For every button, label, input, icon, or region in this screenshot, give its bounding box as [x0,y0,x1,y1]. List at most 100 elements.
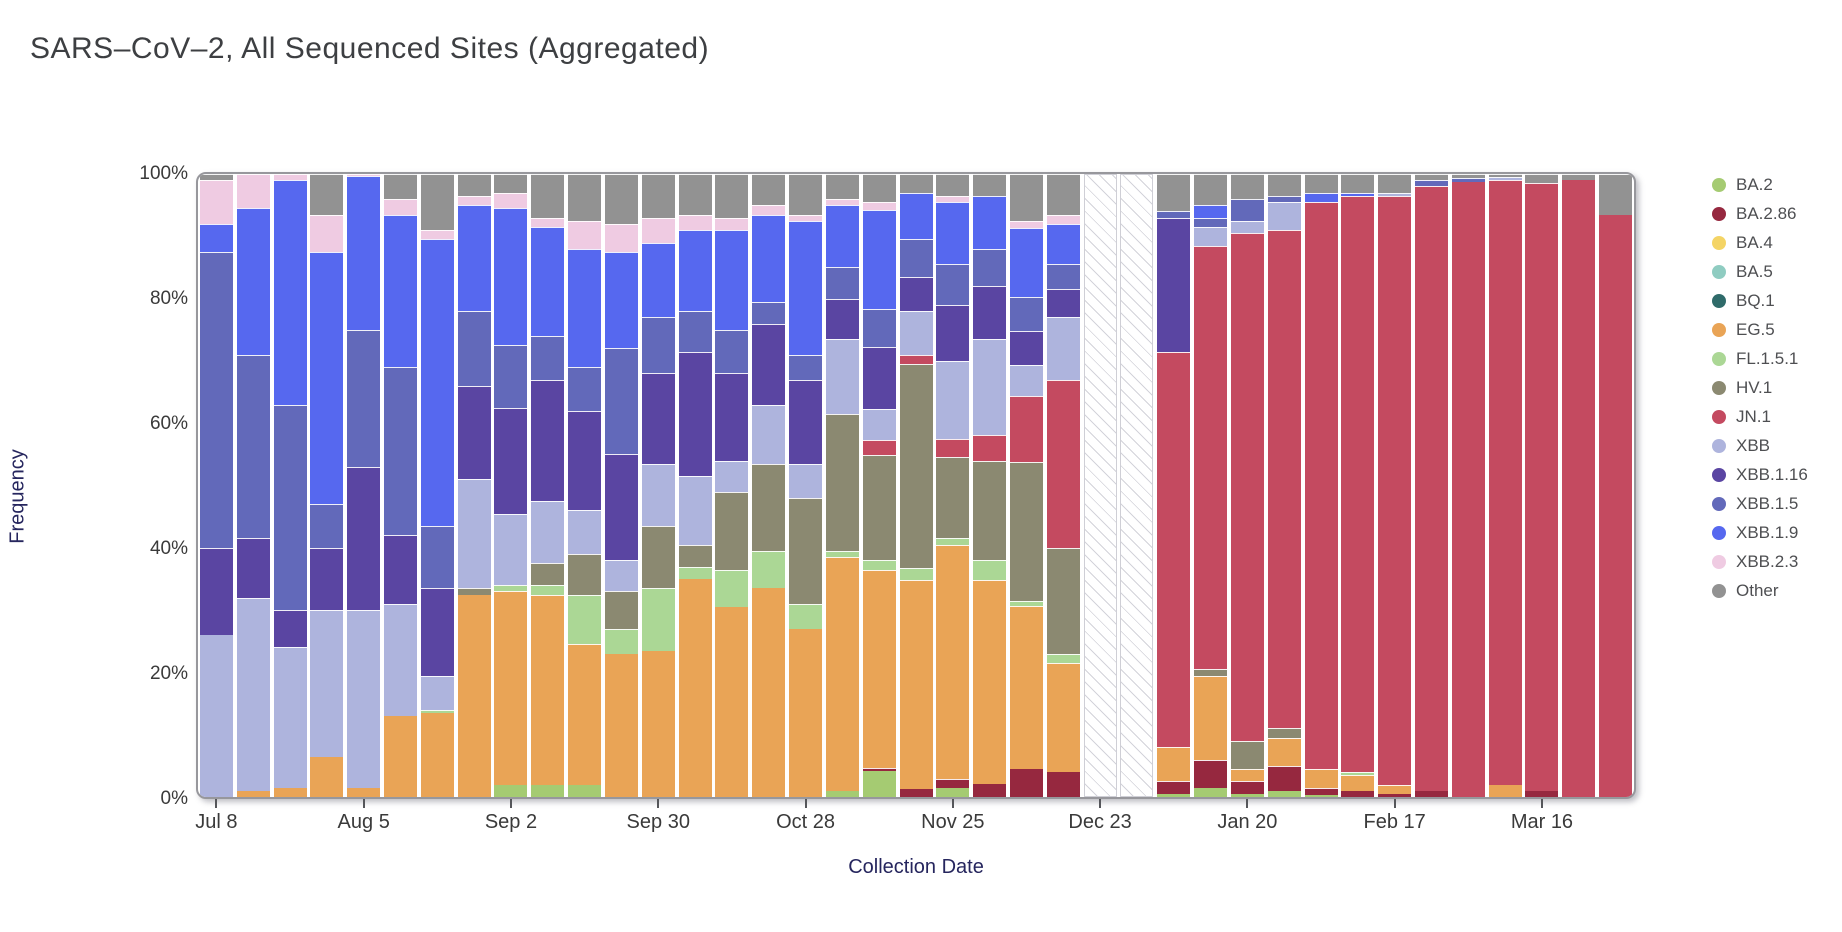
bar-segment-XBB[interactable] [199,635,233,797]
bar-segment-Other[interactable] [1378,174,1412,193]
bar-segment-XBB.1.9[interactable] [457,205,491,312]
bar-segment-Other[interactable] [1304,174,1338,193]
bar-segment-Other[interactable] [1562,174,1596,181]
variant-bar-nov-25[interactable] [936,174,970,797]
bar-segment-EG.5[interactable] [825,557,859,791]
bar-segment-XBB[interactable] [1230,220,1264,234]
bar-segment-BA.2.86[interactable] [1525,790,1559,797]
bar-segment-XBB[interactable] [347,610,381,788]
bar-segment-HV.1[interactable] [1267,728,1301,738]
bar-segment-Other[interactable] [825,174,859,199]
bar-segment-XBB.1.5[interactable] [347,329,381,467]
bar-segment-XBB.1.5[interactable] [568,367,602,411]
bar-segment-XBB.1.16[interactable] [752,323,786,405]
bar-segment-XBB.1.5[interactable] [1157,211,1191,218]
bar-segment-JN.1[interactable] [1304,202,1338,769]
bar-segment-FL.1.5.1[interactable] [825,550,859,558]
legend-item-JN.1[interactable]: JN.1 [1712,402,1808,431]
variant-bar-mar-30[interactable] [1599,174,1633,797]
variant-bar-sep-30[interactable] [641,174,675,797]
bar-segment-FL.1.5.1[interactable] [678,566,712,579]
bar-segment-XBB[interactable] [420,675,454,710]
bar-segment-HV.1[interactable] [1194,669,1228,676]
bar-segment-XBB[interactable] [568,510,602,555]
bar-segment-XBB.1.9[interactable] [715,230,749,330]
bar-segment-Other[interactable] [199,174,233,181]
bar-segment-XBB.1.16[interactable] [678,351,712,477]
bar-segment-EG.5[interactable] [420,712,454,797]
legend-item-BA.5[interactable]: BA.5 [1712,257,1808,286]
bar-segment-Other[interactable] [862,174,896,203]
bar-segment-JN.1[interactable] [936,438,970,458]
bar-segment-XBB.1.5[interactable] [1414,180,1448,187]
bar-segment-JN.1[interactable] [862,440,896,455]
bar-segment-FL.1.5.1[interactable] [641,588,675,651]
bar-segment-XBB.1.16[interactable] [1157,217,1191,352]
bar-segment-XBB.1.5[interactable] [936,264,970,305]
variant-bar-jul-29[interactable] [310,174,344,797]
bar-segment-XBB[interactable] [862,408,896,441]
legend-item-Other[interactable]: Other [1712,576,1808,605]
bar-segment-XBB.1.5[interactable] [457,311,491,386]
bar-segment-XBB.1.9[interactable] [936,202,970,265]
bar-segment-JN.1[interactable] [1267,230,1301,729]
bar-segment-XBB[interactable] [752,404,786,464]
bar-segment-Other[interactable] [936,174,970,196]
bar-segment-XBB[interactable] [825,339,859,414]
bar-segment-XBB.1.5[interactable] [199,251,233,548]
bar-segment-BA.2.86[interactable] [1157,781,1191,794]
variant-bar-mar-2[interactable] [1451,174,1485,797]
legend-item-BA.2.86[interactable]: BA.2.86 [1712,199,1808,228]
bar-segment-XBB.1.9[interactable] [199,223,233,252]
bar-segment-XBB.1.5[interactable] [1267,195,1301,203]
bar-segment-XBB.1.9[interactable] [568,248,602,368]
bar-segment-EG.5[interactable] [1304,768,1338,788]
bar-segment-HV.1[interactable] [789,497,823,604]
bar-segment-BA.2[interactable] [862,770,896,797]
bar-segment-JN.1[interactable] [1451,182,1485,797]
bar-segment-XBB.1.5[interactable] [273,404,307,611]
legend-item-XBB.1.9[interactable]: XBB.1.9 [1712,518,1808,547]
bar-segment-FL.1.5.1[interactable] [1341,772,1375,776]
bar-segment-EG.5[interactable] [236,790,270,797]
bar-segment-XBB.2.3[interactable] [715,217,749,231]
bar-segment-XBB.2.3[interactable] [384,198,417,215]
bar-segment-EG.5[interactable] [457,594,491,797]
bar-segment-XBB.1.16[interactable] [789,379,823,464]
bar-segment-XBB.2.3[interactable] [1046,214,1080,224]
variant-bar-dec-2[interactable] [973,174,1007,797]
bar-segment-XBB.1.16[interactable] [347,466,381,611]
bar-segment-XBB[interactable] [273,647,307,788]
bar-segment-XBB.1.5[interactable] [752,301,786,324]
variant-bar-nov-18[interactable] [899,174,933,797]
bar-segment-XBB.2.3[interactable] [568,220,602,249]
bar-segment-EG.5[interactable] [789,628,823,797]
bar-segment-XBB.1.5[interactable] [1451,178,1485,183]
bar-segment-XBB.1.16[interactable] [568,410,602,511]
bar-segment-BA.2.86[interactable] [1267,765,1301,791]
legend-item-XBB[interactable]: XBB [1712,431,1808,460]
bar-segment-XBB[interactable] [384,603,417,717]
bar-segment-Other[interactable] [384,174,417,199]
variant-bar-aug-19[interactable] [420,174,454,797]
bar-segment-XBB.1.9[interactable] [494,208,528,346]
bar-segment-FL.1.5.1[interactable] [531,585,565,595]
bar-segment-HV.1[interactable] [604,591,638,629]
bar-segment-XBB.2.3[interactable] [494,192,528,209]
bar-segment-JN.1[interactable] [1414,186,1448,791]
bar-segment-XBB.1.9[interactable] [678,230,712,312]
bar-segment-Other[interactable] [494,174,528,193]
bar-segment-XBB.2.3[interactable] [310,214,344,252]
bar-segment-EG.5[interactable] [936,544,970,779]
bar-segment-FL.1.5.1[interactable] [715,569,749,607]
bar-segment-FL.1.5.1[interactable] [494,585,528,592]
bar-segment-XBB.1.5[interactable] [973,248,1007,287]
variant-bar-mar-23[interactable] [1562,174,1596,797]
bar-segment-Other[interactable] [604,174,638,224]
bar-segment-HV.1[interactable] [1230,740,1264,769]
variant-bar-feb-10[interactable] [1341,174,1375,797]
bar-segment-BA.2[interactable] [531,784,565,797]
bar-segment-EG.5[interactable] [1267,737,1301,766]
bar-segment-Other[interactable] [1451,174,1485,179]
bar-segment-Other[interactable] [1046,174,1080,215]
